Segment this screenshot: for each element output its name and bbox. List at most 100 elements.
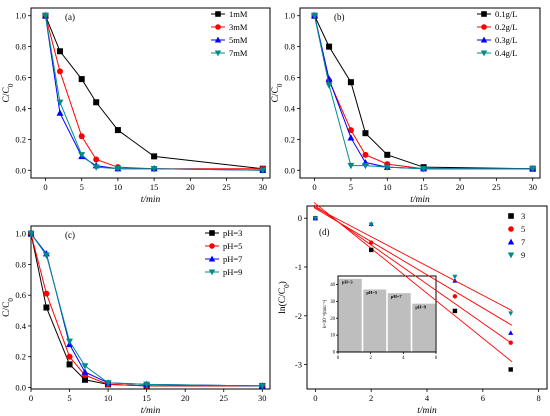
x-tick-label: 30 [259,182,268,192]
legend-label: 0.1g/L [495,9,517,19]
panel-label: (d) [319,227,330,237]
y-axis-title: C/C0 [2,298,15,317]
legend-label: 1mM [229,9,248,19]
data-point [56,109,64,116]
series-7: 7 [312,207,525,335]
y-tick-label: 0.2 [15,352,26,362]
data-point [326,43,333,50]
x-tick-label: 25 [219,393,228,403]
panel-label: (a) [65,12,75,22]
inset-y-tick-label: 40 [330,283,335,288]
x-tick-label: 30 [258,393,267,403]
panel-b: 0 5 10 15 20 25 30 0.0 0.2 0.4 0.6 0.8 1.0 t/min C/C0 (… [271,7,541,205]
inset-y-axis-title: k×10⁻³(min⁻¹) [322,299,328,328]
data-point [151,153,158,160]
y-tick-label: 0.6 [15,290,26,300]
inset-y-tick-label: 10 [330,334,335,339]
x-tick-label: 20 [186,182,195,192]
inset-y-tick-label: 0 [333,351,336,356]
x-tick-label: 10 [104,393,113,403]
data-point [56,68,63,75]
legend-label: 7mM [229,48,248,58]
legend-marker [215,11,221,17]
data-point [66,338,73,345]
inset-bar [362,288,387,353]
x-tick-label: 0 [43,182,47,192]
y-axis-title: C/C0 [2,83,15,102]
inset-bar-label: pH=5 [366,290,378,295]
series-9: 9 [312,206,525,316]
plot-frame [299,7,541,179]
y-tick-label: 0.0 [284,165,295,175]
series-pH=9: pH=9 [27,230,266,390]
legend-marker [215,24,221,30]
fit-line [313,206,513,312]
inset-bar [338,278,363,353]
inset-bar [387,292,412,353]
y-tick-label: -1 [295,262,302,272]
inset-x-tick-label: 4 [402,356,405,361]
legend-marker [209,243,215,249]
data-point [362,162,369,170]
y-tick-label: 0.8 [15,42,26,52]
data-point [78,76,85,83]
legend-marker [209,230,215,236]
inset-y-tick-label: 30 [330,300,335,305]
legend-label: pH=9 [223,267,242,277]
data-point [42,13,49,20]
y-tick-label: 0.8 [15,259,26,269]
data-point [452,294,458,299]
data-point [452,274,458,280]
y-tick-label: 0.4 [15,321,26,331]
inset-x-tick-label: 2 [369,356,372,361]
x-tick-label: 10 [114,182,123,192]
y-tick-label: -2 [295,311,302,321]
data-point [508,330,514,335]
data-point [114,127,121,134]
data-point [81,368,89,375]
x-axis-title: t/min [141,195,161,205]
data-point [93,99,100,106]
data-point [368,240,374,245]
legend-label: pH=3 [223,228,242,238]
x-axis-title: t/min [417,406,437,416]
inset-y-tick-label: 20 [330,317,335,322]
series-0.4g/L: 0.4g/L [311,13,537,173]
data-point [325,75,333,82]
data-point [93,156,100,163]
data-point [81,376,88,383]
data-point [27,230,35,238]
y-tick-label: 0.4 [15,103,26,113]
y-tick-label: 1.0 [15,229,26,239]
panel-label: (b) [334,12,345,22]
legend-label: 3mM [229,22,248,32]
data-point [311,13,318,20]
inset-bar [411,303,436,353]
y-axis-title: C/C0 [271,83,284,102]
data-point [114,166,122,173]
panel-c: 0 5 10 15 20 25 30 0.0 0.2 0.4 0.6 0.8 1.0 t/min C/C0 (… [2,225,271,416]
fit-line [313,207,513,326]
y-tick-label: 1.0 [15,11,26,21]
y-tick-label: 0.2 [284,134,295,144]
x-tick-label: 15 [419,182,428,192]
legend-marker [508,213,514,219]
data-point [368,247,374,253]
data-point [78,133,85,140]
inset-bar-label: pH=3 [342,280,354,285]
data-point [78,152,86,159]
data-point [81,363,89,370]
x-axis-title: t/min [410,195,430,205]
x-tick-label: 25 [222,182,231,192]
data-point [383,164,391,171]
x-tick-label: 20 [456,182,465,192]
legend-marker [480,36,488,43]
data-point [347,134,355,141]
x-tick-label: 5 [67,393,71,403]
legend-marker [208,269,216,276]
legend-marker [214,50,222,57]
legend-label: 0.2g/L [495,22,517,32]
data-point [362,130,369,137]
data-point [66,353,73,360]
legend-marker [480,50,488,57]
